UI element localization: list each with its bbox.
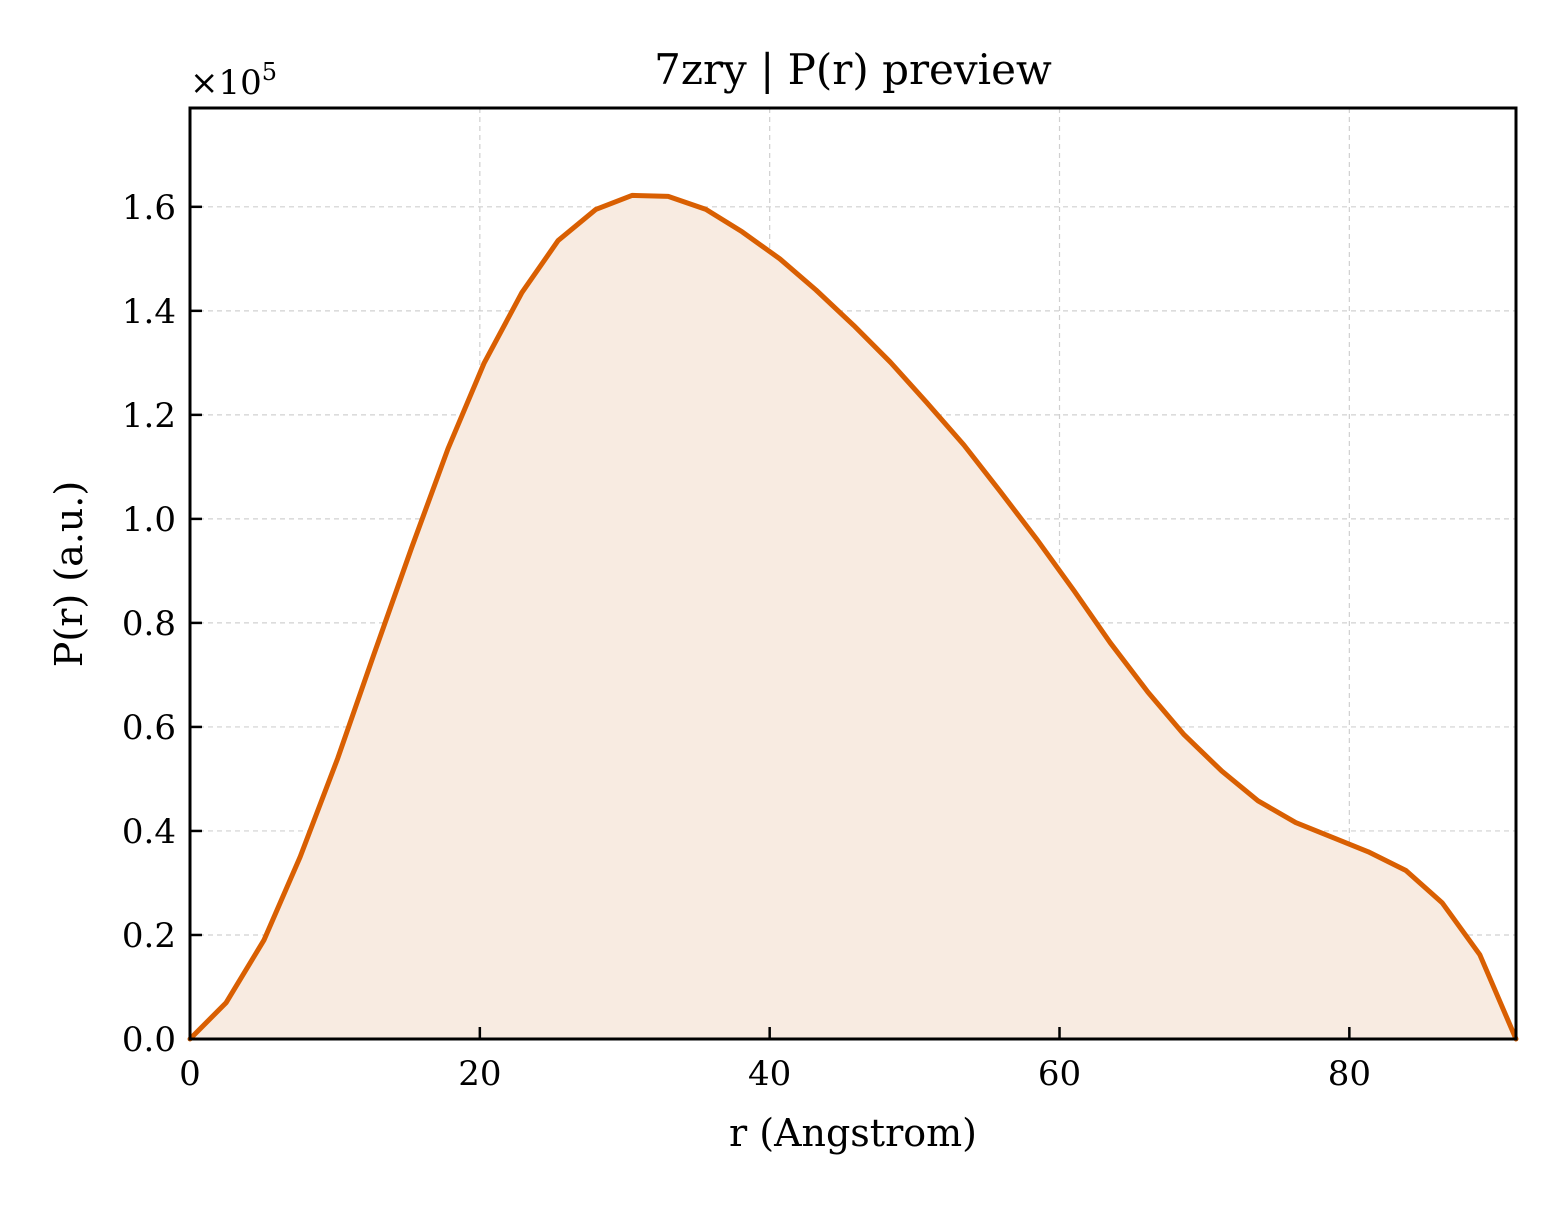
x-axis-label: r (Angstrom) xyxy=(729,1111,977,1155)
y-tick-label: 1.4 xyxy=(122,292,176,332)
plot-frame xyxy=(188,106,1518,1041)
x-tick-label: 20 xyxy=(458,1054,501,1094)
y-multiplier-exponent: 5 xyxy=(262,58,277,86)
pr-curve-line xyxy=(187,192,1519,1042)
line-layer xyxy=(187,192,1519,1042)
y-multiplier-base: ×10 xyxy=(190,63,262,103)
y-tick-label: 1.6 xyxy=(122,188,176,228)
y-tick-label: 0.6 xyxy=(122,708,176,748)
y-tick-label: 1.0 xyxy=(122,500,176,540)
y-tick-label: 0.4 xyxy=(122,812,176,852)
x-tick-label: 40 xyxy=(748,1054,791,1094)
ticks-layer: 0 20 40 60 80 0.0 0.2 0.4 0.6 0.8 1.0 1.2 1.4 1.6 xyxy=(122,188,1371,1094)
chart-title: 7zry | P(r) preview xyxy=(654,45,1052,94)
fill-layer xyxy=(190,195,1516,1039)
x-tick-label: 60 xyxy=(1038,1054,1081,1094)
y-tick-label: 0.0 xyxy=(122,1020,176,1060)
x-tick-label: 80 xyxy=(1328,1054,1371,1094)
y-tick-label: 0.8 xyxy=(122,604,176,644)
pr-area-fill xyxy=(190,195,1516,1039)
x-tick-label: 0 xyxy=(179,1054,201,1094)
y-axis-label: P(r) (a.u.) xyxy=(47,481,91,667)
y-tick-label: 0.2 xyxy=(122,916,176,956)
y-multiplier: ×105 xyxy=(190,58,277,103)
y-tick-label: 1.2 xyxy=(122,396,176,436)
